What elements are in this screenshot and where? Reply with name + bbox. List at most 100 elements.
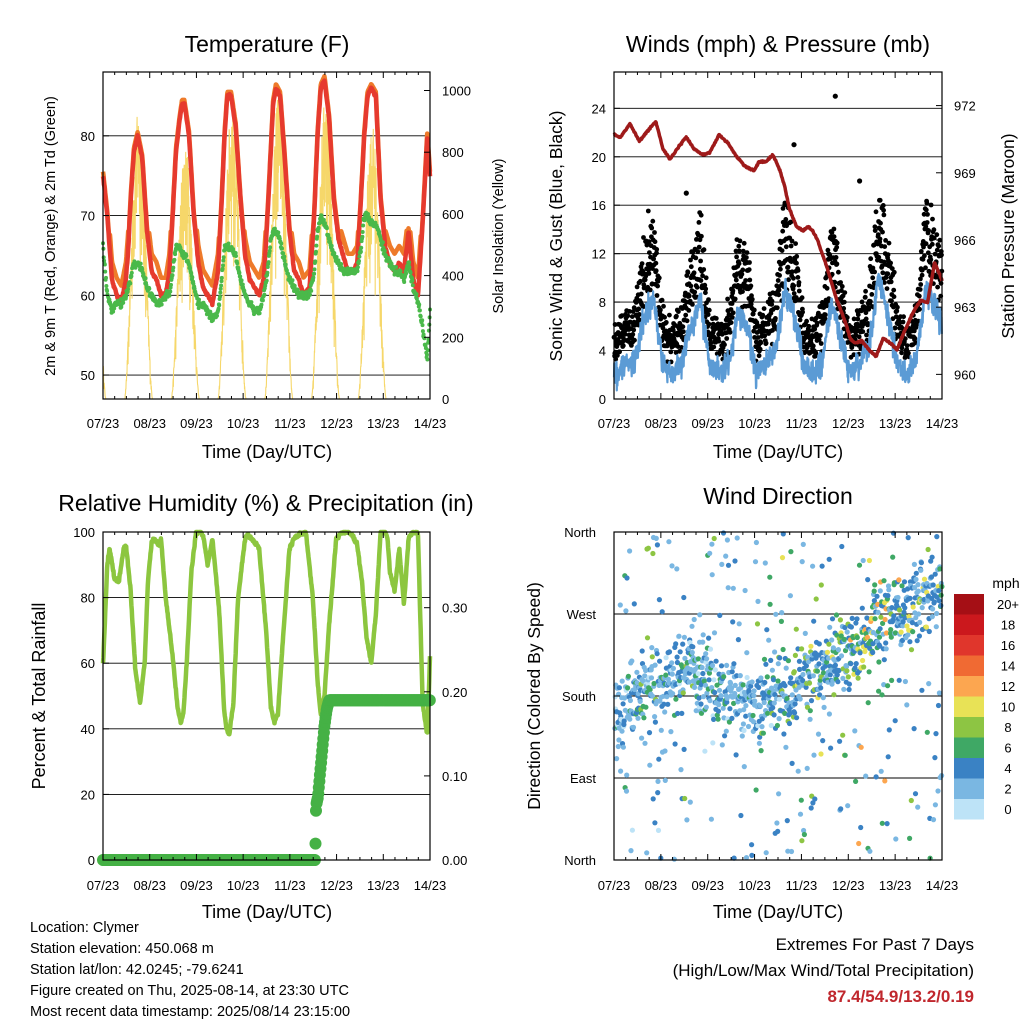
direction-point <box>884 821 890 827</box>
direction-point <box>839 543 845 550</box>
direction-point <box>666 539 672 545</box>
gust-point <box>863 310 869 316</box>
gust-point <box>647 250 652 256</box>
direction-point <box>799 646 805 652</box>
gust-point <box>654 247 660 252</box>
gust-point <box>683 312 689 318</box>
direction-point <box>782 683 788 689</box>
direction-point <box>934 534 940 540</box>
direction-point <box>807 716 813 722</box>
direction-ylabel: Direction (Colored By Speed) <box>524 582 544 810</box>
direction-point <box>614 756 620 762</box>
gust-point <box>713 316 719 321</box>
direction-point <box>885 683 891 689</box>
dewpoint-point <box>427 322 432 327</box>
direction-point <box>771 712 777 718</box>
direction-point <box>674 566 680 572</box>
gust-point <box>740 248 746 254</box>
dewpoint-point <box>414 292 419 297</box>
direction-point <box>852 728 858 734</box>
direction-point <box>759 724 765 730</box>
dewpoint-point <box>316 225 321 230</box>
direction-point <box>735 637 742 643</box>
y-tick-label: 20 <box>81 787 95 802</box>
direction-point <box>725 562 732 568</box>
gust-point <box>834 240 840 246</box>
dewpoint-point <box>272 226 277 231</box>
direction-point <box>929 614 935 620</box>
direction-point <box>749 852 755 859</box>
dewpoint-point <box>360 234 365 239</box>
gust-point <box>918 276 923 282</box>
direction-point <box>680 641 686 647</box>
direction-point <box>911 561 918 568</box>
dewpoint-point <box>420 323 425 328</box>
direction-point <box>872 616 878 622</box>
gust-point <box>851 316 857 322</box>
dewpoint-point <box>221 258 226 263</box>
dewpoint-point <box>421 332 426 337</box>
direction-point <box>773 611 779 617</box>
gust-point <box>841 306 847 311</box>
dewpoint-point <box>235 261 240 266</box>
direction-panel: Wind Direction North East South West North 0… <box>524 483 1020 922</box>
direction-point <box>838 806 844 812</box>
direction-point <box>798 797 804 803</box>
gust-point <box>794 260 799 266</box>
gust-point <box>823 312 828 318</box>
colorbar-swatch <box>954 778 984 799</box>
dewpoint-point <box>190 275 195 280</box>
direction-point <box>853 778 859 785</box>
solar-line <box>170 151 200 400</box>
gust-point <box>804 345 810 351</box>
direction-point <box>739 733 745 739</box>
gust-point <box>696 220 702 225</box>
direction-point <box>800 671 806 678</box>
colorbar-label: 0 <box>1004 802 1011 817</box>
direction-point <box>828 745 834 751</box>
direction-point <box>767 574 773 580</box>
x-tick-label: 14/23 <box>926 416 959 431</box>
direction-point <box>646 730 653 736</box>
gust-point <box>741 240 747 246</box>
gust-point <box>641 235 646 240</box>
gust-point <box>928 257 934 262</box>
colorbar-swatch <box>954 799 984 820</box>
direction-point <box>699 664 705 671</box>
gust-point <box>774 305 780 311</box>
gust-point <box>921 244 926 250</box>
y-tick-label: 80 <box>81 129 95 144</box>
direction-point <box>689 649 695 656</box>
direction-point <box>700 639 706 645</box>
direction-point <box>657 658 663 664</box>
dewpoint-point <box>382 249 387 253</box>
gust-point <box>897 320 902 326</box>
gust-point <box>866 306 872 312</box>
gust-point <box>699 233 704 239</box>
direction-point <box>844 629 850 635</box>
gust-point <box>725 296 730 302</box>
direction-point <box>647 762 653 768</box>
x-tick-label: 07/23 <box>87 878 120 893</box>
direction-point <box>870 649 876 656</box>
gust-point <box>791 142 797 148</box>
colorbar-label: 12 <box>1001 679 1015 694</box>
direction-point <box>820 738 826 744</box>
gust-point <box>822 316 828 322</box>
direction-point <box>623 608 629 614</box>
dewpoint-point <box>324 226 329 231</box>
direction-point <box>908 647 915 653</box>
direction-point <box>924 729 930 735</box>
gust-point <box>651 256 656 262</box>
direction-point <box>811 752 817 758</box>
dewpoint-point <box>138 261 143 266</box>
x-tick-label: 14/23 <box>926 878 959 893</box>
gust-point <box>927 269 932 274</box>
direction-point <box>648 675 655 681</box>
direction-point <box>751 692 757 699</box>
y-tick-label: 16 <box>592 198 606 213</box>
temperature-right-ticks: 0 200 400 600 800 1000 <box>424 84 471 407</box>
direction-point <box>647 687 653 693</box>
colorbar-swatch <box>954 758 984 779</box>
gust-point <box>698 278 704 283</box>
